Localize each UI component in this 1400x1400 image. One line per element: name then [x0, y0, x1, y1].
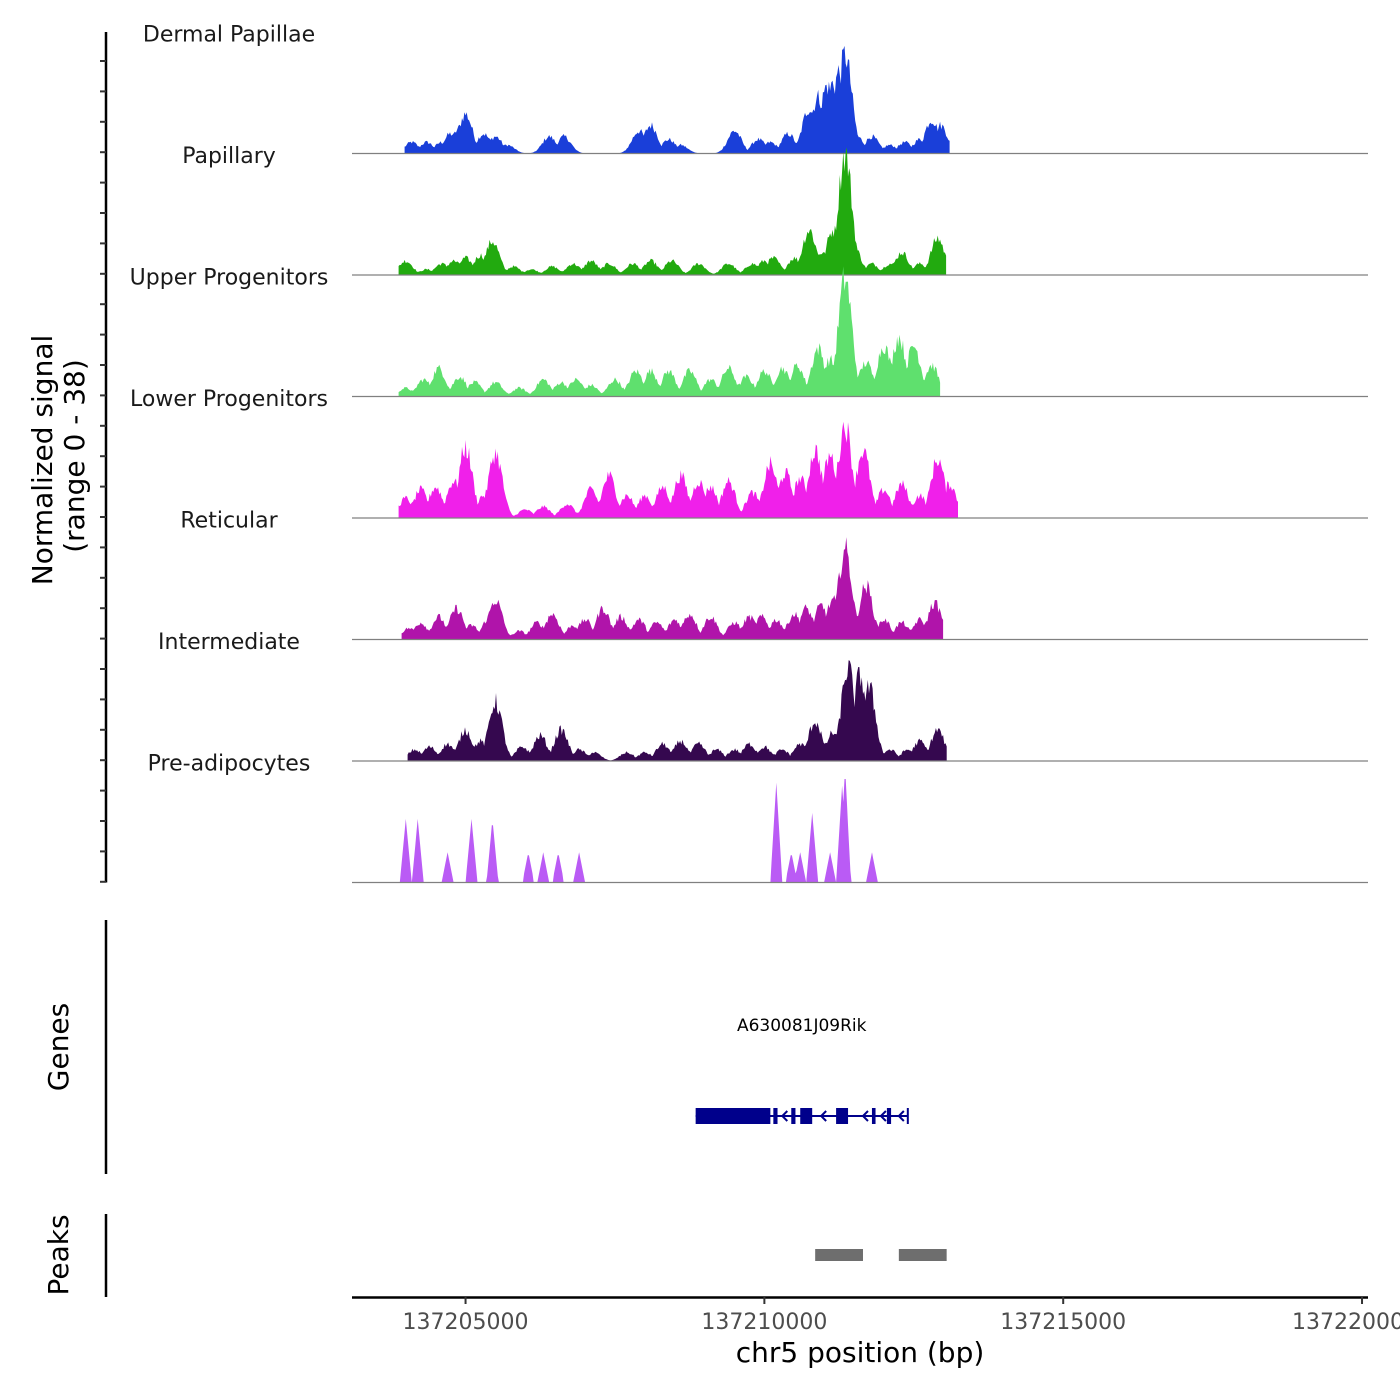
track-label: Papillary: [182, 144, 276, 169]
x-tick-label: 137205000: [403, 1310, 529, 1335]
coverage-area: [398, 266, 941, 397]
gene-exon: [773, 1108, 778, 1124]
strand-arrow: [780, 1110, 789, 1122]
gene-label: A630081J09Rik: [737, 1016, 867, 1036]
peak-region: [898, 1249, 947, 1261]
track-label: Upper Progenitors: [130, 266, 329, 291]
track-label: Reticular: [180, 509, 278, 534]
y-axis-title-line1: Normalized signal: [26, 335, 59, 586]
x-axis: 137205000 137210000 137215000 137220000: [352, 1296, 1400, 1335]
track-5: Reticular: [180, 509, 1368, 641]
x-axis-title: chr5 position (bp): [736, 1336, 985, 1369]
track-7: Pre-adipocytes: [148, 752, 1368, 884]
coverage-tracks: Dermal Papillae Papillary Upper Progenitor…: [130, 23, 1368, 884]
signal-y-axis: [100, 32, 108, 883]
strand-arrow: [897, 1110, 905, 1122]
coverage-area: [398, 421, 959, 518]
strand-arrow: [819, 1110, 827, 1122]
peaks-panel: [104, 1214, 947, 1297]
coverage-area: [407, 660, 947, 761]
x-tick-label: 137210000: [701, 1310, 827, 1335]
coverage-area: [398, 779, 881, 883]
track-label: Lower Progenitors: [130, 387, 328, 412]
coverage-area: [401, 537, 944, 640]
peak-region: [815, 1249, 863, 1261]
track-label: Pre-adipocytes: [148, 752, 311, 777]
track-1: Dermal Papillae: [143, 23, 1368, 155]
gene-exon: [695, 1108, 771, 1124]
peaks-panel-title: Peaks: [42, 1214, 75, 1295]
gene-exon: [886, 1108, 892, 1124]
strand-arrow: [861, 1110, 869, 1122]
track-2: Papillary: [182, 144, 1368, 276]
gene-exon: [800, 1108, 813, 1124]
coverage-area: [398, 147, 947, 275]
coverage-area: [404, 45, 950, 154]
x-tick-label: 137215000: [1000, 1310, 1126, 1335]
gene-exon: [791, 1108, 796, 1124]
track-label: Dermal Papillae: [143, 23, 315, 48]
track-3: Upper Progenitors: [130, 266, 1368, 398]
y-axis-title-line2: (range 0 - 38): [58, 359, 91, 553]
track-6: Intermediate: [158, 630, 1368, 762]
strand-arrow: [879, 1110, 887, 1122]
gene-exon: [836, 1108, 849, 1124]
track-4: Lower Progenitors: [130, 387, 1368, 519]
genes-panel: A630081J09Rik: [104, 920, 909, 1174]
x-tick-label: 137220000: [1292, 1310, 1400, 1335]
gene-exon: [871, 1108, 876, 1124]
track-label: Intermediate: [158, 630, 300, 655]
genes-panel-title: Genes: [42, 1003, 75, 1091]
